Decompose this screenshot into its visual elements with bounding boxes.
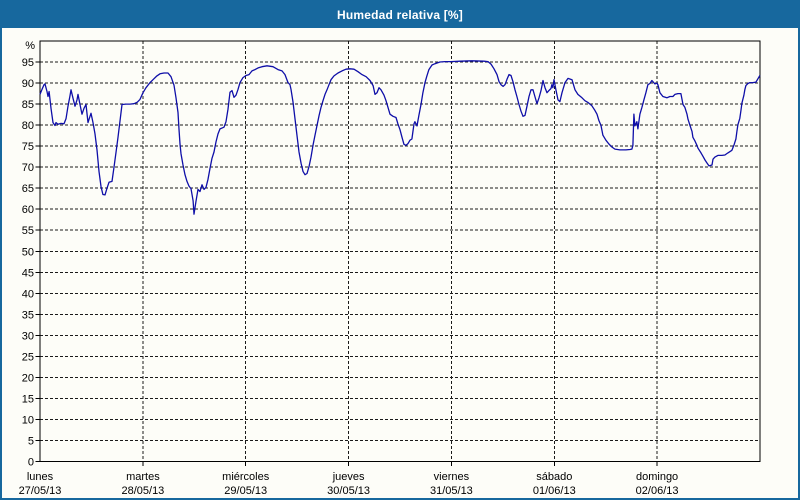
chart-title: Humedad relativa [%] [336,8,464,22]
y-tick-label: 10 [22,414,34,426]
y-tick-label: 25 [22,351,34,363]
y-tick-label: 75 [22,141,34,153]
day-name-label: miércoles [222,471,270,483]
y-axis-ticks [35,61,40,462]
day-date-label: 01/06/13 [533,485,576,497]
day-name-label: jueves [332,471,365,483]
y-tick-label: 65 [22,183,34,195]
day-date-label: 29/05/13 [224,485,267,497]
x-axis-labels: lunes 27/05/13 martes 28/05/13 miércoles 29/0… [19,471,679,497]
day-date-label: 27/05/13 [19,485,62,497]
y-tick-label: 30 [22,330,34,342]
y-axis-unit-label: % [25,40,35,52]
day-name-label: martes [126,471,160,483]
day-name-label: sábado [536,471,572,483]
y-tick-label: 90 [22,78,34,90]
y-tick-label: 70 [22,162,34,174]
y-tick-label: 20 [22,372,34,384]
humidity-line-chart: 0 5 10 15 20 25 30 35 40 45 50 55 60 65 70 75 80 85 90 95% l… [19,40,761,497]
day-name-label: viernes [434,471,470,483]
y-tick-label: 15 [22,393,34,405]
day-date-label: 28/05/13 [121,485,164,497]
y-tick-label: 55 [22,225,34,237]
day-date-label: 31/05/13 [430,485,473,497]
humidity-series-line [39,60,761,215]
y-tick-label: 85 [22,99,34,111]
day-date-label: 30/05/13 [327,485,370,497]
y-tick-label: 5 [28,436,34,448]
day-name-label: domingo [636,471,678,483]
y-tick-label: 45 [22,267,34,279]
day-name-label: lunes [27,471,54,483]
x-gridlines [142,41,658,462]
chart-title-bar: Humedad relativa [%] [2,2,798,28]
y-tick-label: 0 [28,457,34,469]
y-tick-label: 40 [22,288,34,300]
y-gridlines [40,61,760,441]
y-tick-label: 80 [22,120,34,132]
day-date-label: 02/06/13 [636,485,679,497]
chart-area: 0 5 10 15 20 25 30 35 40 45 50 55 60 65 70 75 80 85 90 95% l… [2,28,798,498]
y-tick-label: 35 [22,309,34,321]
y-tick-label: 95 [22,57,34,69]
y-tick-label: 60 [22,204,34,216]
y-tick-label: 50 [22,246,34,258]
y-axis-labels: 0 5 10 15 20 25 30 35 40 45 50 55 60 65 70 75 80 85 90 95 [22,57,34,469]
x-axis-ticks [142,461,658,466]
